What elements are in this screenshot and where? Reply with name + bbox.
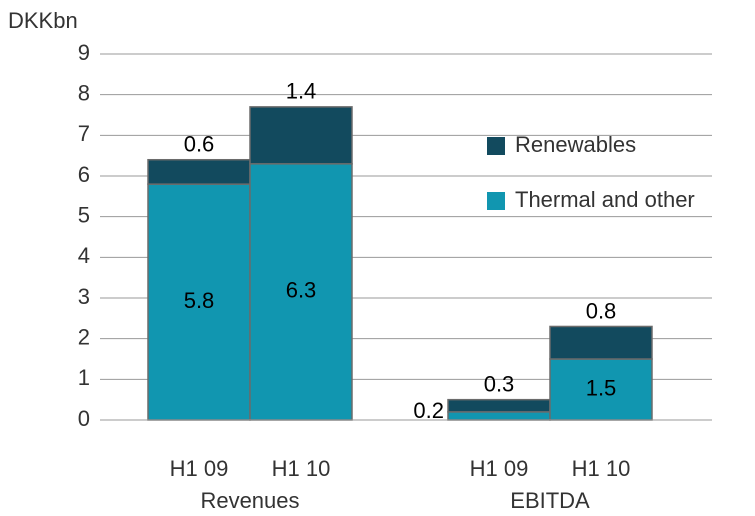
y-tick-label: 1: [78, 365, 90, 390]
y-tick-label: 6: [78, 162, 90, 187]
y-tick-label: 2: [78, 324, 90, 349]
legend-swatch: [487, 137, 505, 155]
data-label: 5.8: [184, 288, 215, 313]
bar-segment: [447, 398, 551, 413]
y-tick-label: 5: [78, 202, 90, 227]
y-tick-label: 0: [78, 406, 90, 431]
y-tick-label: 9: [78, 40, 90, 65]
data-label: 0.3: [484, 371, 515, 396]
bar-segment: [249, 106, 353, 165]
bar-segment: [447, 411, 551, 421]
bar-segment: [249, 163, 353, 421]
x-tick-label: H1 10: [272, 456, 331, 481]
y-tick-label: 8: [78, 80, 90, 105]
data-label: 1.5: [586, 375, 617, 400]
x-tick-label: H1 09: [170, 456, 229, 481]
data-label: 0.8: [586, 298, 617, 323]
y-tick-label: 7: [78, 121, 90, 146]
legend-label: Renewables: [515, 132, 636, 157]
x-tick-label: H1 09: [470, 456, 529, 481]
data-label: 1.4: [286, 79, 317, 104]
x-tick-label: H1 10: [572, 456, 631, 481]
data-label: 6.3: [286, 278, 317, 303]
y-tick-label: 3: [78, 284, 90, 309]
legend-label: Thermal and other: [515, 187, 695, 212]
data-label: 0.2: [413, 398, 444, 423]
group-label: Revenues: [200, 488, 299, 513]
y-axis-label: DKKbn: [8, 8, 78, 33]
y-tick-label: 4: [78, 243, 90, 268]
bar-segment: [147, 158, 251, 185]
data-label: 0.6: [184, 132, 215, 157]
legend-swatch: [487, 192, 505, 210]
group-label: EBITDA: [510, 488, 590, 513]
bar-segment: [549, 325, 653, 360]
